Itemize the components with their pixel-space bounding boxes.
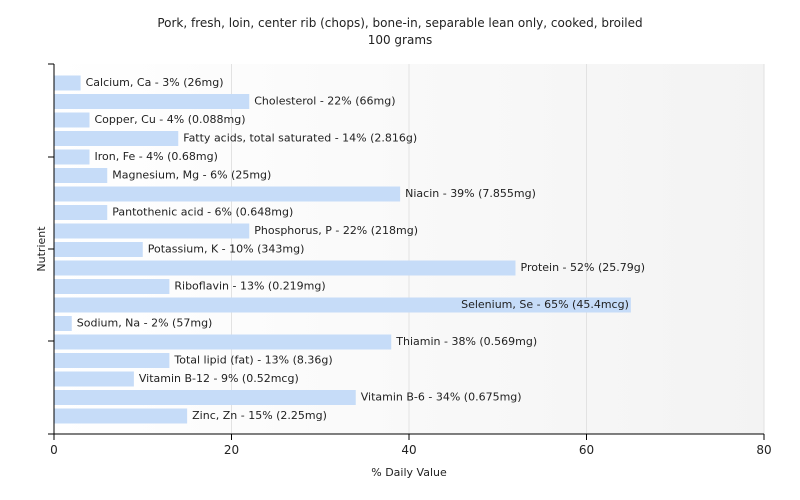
grid-lines xyxy=(231,64,765,434)
bar-1 xyxy=(54,94,250,109)
x-tick-label-0: 0 xyxy=(50,443,58,457)
bar-7 xyxy=(54,205,108,220)
chart-title: Pork, fresh, loin, center rib (chops), b… xyxy=(157,16,642,30)
bar-11 xyxy=(54,279,170,294)
bar-label-1: Cholesterol - 22% (66mg) xyxy=(254,95,395,108)
bar-label-2: Copper, Cu - 4% (0.088mg) xyxy=(95,113,246,126)
bar-label-10: Protein - 52% (25.79g) xyxy=(521,261,646,274)
bar-label-17: Vitamin B-6 - 34% (0.675mg) xyxy=(361,391,522,404)
bar-6 xyxy=(54,186,401,202)
bar-label-6: Niacin - 39% (7.855mg) xyxy=(405,187,536,200)
bar-5 xyxy=(54,168,108,183)
bar-label-15: Total lipid (fat) - 13% (8.36g) xyxy=(173,354,332,367)
bar-0 xyxy=(54,75,81,91)
bar-label-4: Iron, Fe - 4% (0.68mg) xyxy=(95,150,218,163)
bar-label-9: Potassium, K - 10% (343mg) xyxy=(148,243,305,256)
bar-18 xyxy=(54,408,188,424)
bar-4 xyxy=(54,149,90,165)
bar-14 xyxy=(54,334,392,350)
bar-label-11: Riboflavin - 13% (0.219mg) xyxy=(174,280,325,293)
bar-3 xyxy=(54,131,179,146)
bar-label-12: Selenium, Se - 65% (45.4mcg) xyxy=(461,298,629,311)
bar-12 xyxy=(54,297,631,313)
y-axis-title: Nutrient xyxy=(35,226,48,272)
bar-label-14: Thiamin - 38% (0.569mg) xyxy=(395,335,537,348)
bar-label-7: Pantothenic acid - 6% (0.648mg) xyxy=(112,206,293,219)
x-tick-label-2: 40 xyxy=(401,443,416,457)
bars: Calcium, Ca - 3% (26mg) Cholesterol - 22%… xyxy=(54,75,646,424)
axes: 0 20 40 60 80 xyxy=(48,63,772,457)
bar-label-0: Calcium, Ca - 3% (26mg) xyxy=(86,76,224,89)
bar-label-3: Fatty acids, total saturated - 14% (2.81… xyxy=(183,132,417,145)
bar-9 xyxy=(54,242,143,257)
bar-15 xyxy=(54,353,170,368)
bar-label-8: Phosphorus, P - 22% (218mg) xyxy=(254,224,418,237)
chart-subtitle: 100 grams xyxy=(368,33,433,47)
x-tick-label-4: 80 xyxy=(756,443,771,457)
bar-2 xyxy=(54,112,90,128)
bar-label-16: Vitamin B-12 - 9% (0.52mcg) xyxy=(139,372,299,385)
bar-17 xyxy=(54,390,356,405)
x-tick-label-3: 60 xyxy=(579,443,594,457)
bar-label-13: Sodium, Na - 2% (57mg) xyxy=(77,317,213,330)
bar-13 xyxy=(54,316,72,331)
bar-label-5: Magnesium, Mg - 6% (25mg) xyxy=(112,169,271,182)
bar-16 xyxy=(54,371,134,387)
bar-10 xyxy=(54,260,516,276)
x-tick-label-1: 20 xyxy=(224,443,239,457)
x-axis-title: % Daily Value xyxy=(371,466,447,479)
bar-label-18: Zinc, Zn - 15% (2.25mg) xyxy=(192,409,327,422)
bar-8 xyxy=(54,223,250,239)
